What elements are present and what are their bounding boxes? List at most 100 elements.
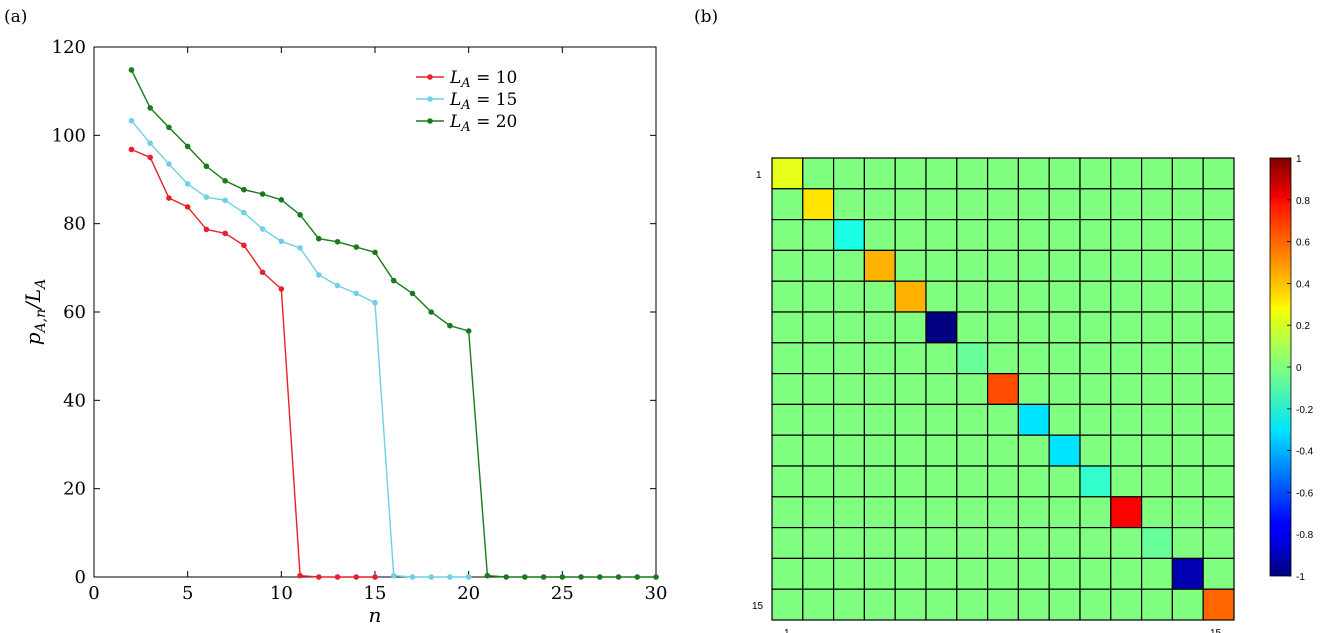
colorbar-tick-label: 0: [1296, 363, 1302, 374]
data-point: [147, 105, 153, 111]
heatmap-cell: [1017, 311, 1050, 344]
y-tick-label: 120: [52, 37, 86, 58]
heatmap-cell: [986, 311, 1019, 344]
heatmap-cell: [1017, 496, 1050, 529]
heatmap-cell: [832, 557, 865, 590]
data-point: [147, 154, 153, 161]
heatmap-cell: [1202, 219, 1235, 252]
y-tick-label: 60: [63, 302, 86, 323]
heatmap-cell: [863, 557, 896, 590]
heatmap-cell: [894, 342, 927, 375]
heatmap-cell-diagonal: [771, 157, 804, 190]
heatmap-cell: [1171, 588, 1204, 621]
heatmap-cell: [1140, 373, 1173, 406]
heatmap-cell: [771, 465, 804, 498]
heatmap-cell: [1202, 311, 1235, 344]
heatmap-cell: [802, 403, 835, 436]
heatmap-cell: [1171, 311, 1204, 344]
heatmap-cell: [894, 526, 927, 559]
heatmap-cell: [863, 188, 896, 221]
heatmap-cell: [832, 311, 865, 344]
heatmap-cell: [802, 496, 835, 529]
heatmap-cell: [925, 188, 958, 221]
x-tick-label: 0: [88, 583, 99, 604]
heatmap-cell: [1017, 557, 1050, 590]
data-point: [409, 290, 416, 297]
heatmap-cell: [771, 342, 804, 375]
heatmap-cell: [925, 373, 958, 406]
heatmap-cell: [771, 403, 804, 436]
heatmap-cell: [832, 588, 865, 621]
heatmap-cell: [802, 526, 835, 559]
heatmap-cell: [1140, 496, 1173, 529]
heatmap-cell: [1048, 342, 1081, 375]
heatmap-cell: [925, 465, 958, 498]
heatmap-cell: [1017, 188, 1050, 221]
heatmap-cell: [1110, 434, 1143, 467]
data-point: [259, 226, 266, 232]
heatmap-cell: [771, 249, 804, 282]
heatmap-cell: [986, 526, 1019, 559]
data-point: [166, 161, 172, 167]
heatmap-cell: [1140, 249, 1173, 282]
data-point: [259, 269, 266, 276]
y-tick-label: 80: [63, 214, 86, 235]
heatmap-cell: [1079, 526, 1112, 559]
data-point: [334, 282, 341, 289]
heatmap-cell: [894, 373, 927, 406]
data-point: [597, 574, 603, 580]
colorbar-tick-label: 0.8: [1296, 196, 1310, 207]
heatmap-cell: [1140, 280, 1173, 313]
heatmap-cell: [771, 373, 804, 406]
heatmap-cell: [1202, 434, 1235, 467]
heatmap-cell: [1079, 403, 1112, 436]
heatmap-cell: [802, 588, 835, 621]
heatmap-cell: [1171, 219, 1204, 252]
heatmap-cell: [802, 557, 835, 590]
heatmap-cell: [1140, 188, 1173, 221]
data-point: [203, 226, 210, 233]
heatmap-cell-diagonal: [1110, 496, 1143, 529]
heatmap-cell: [1079, 219, 1112, 252]
heatmap-cell: [863, 157, 896, 190]
heatmap-cell: [894, 588, 927, 621]
heatmap-cell: [1017, 434, 1050, 467]
heatmap-cell: [802, 342, 835, 375]
heatmap-cell: [1079, 434, 1112, 467]
heatmap-cells: [771, 157, 1235, 621]
data-point: [316, 574, 322, 580]
heatmap-cell: [1171, 249, 1204, 282]
data-point: [147, 140, 153, 147]
heatmap-cell: [863, 280, 896, 313]
heatmap-cell: [894, 403, 927, 436]
data-point: [353, 290, 360, 297]
series-line-1: [131, 148, 375, 578]
heatmap-cell: [986, 219, 1019, 252]
heatmap-cell: [863, 526, 896, 559]
heatmap-cell: [894, 249, 927, 282]
heatmap-cell: [1079, 342, 1112, 375]
heatmap-cell: [1079, 557, 1112, 590]
heatmap-cell: [925, 342, 958, 375]
heatmap-cell-diagonal: [1171, 557, 1204, 590]
heatmap-cell: [956, 557, 989, 590]
heatmap-cell: [1017, 526, 1050, 559]
data-point: [297, 245, 303, 251]
line-chart-ticks: 0 5 10 15 20 25 30 0 20 40 60 80 100 120: [52, 37, 668, 604]
data-point: [297, 212, 303, 218]
heatmap-cell: [956, 496, 989, 529]
heatmap-cell: [1079, 188, 1112, 221]
y-axis-label: pA,n/LA: [21, 279, 49, 346]
heatmap-cell-diagonal: [1048, 434, 1081, 467]
heatmap-cell: [1079, 496, 1112, 529]
data-point: [447, 322, 453, 329]
data-point: [128, 67, 135, 73]
data-point: [184, 204, 191, 210]
heatmap-cell: [1110, 280, 1143, 313]
heatmap-cell: [925, 434, 958, 467]
col-label-first: 1: [784, 628, 790, 633]
heatmap-cell: [1110, 403, 1143, 436]
data-point: [278, 286, 285, 292]
heatmap-cell: [802, 219, 835, 252]
